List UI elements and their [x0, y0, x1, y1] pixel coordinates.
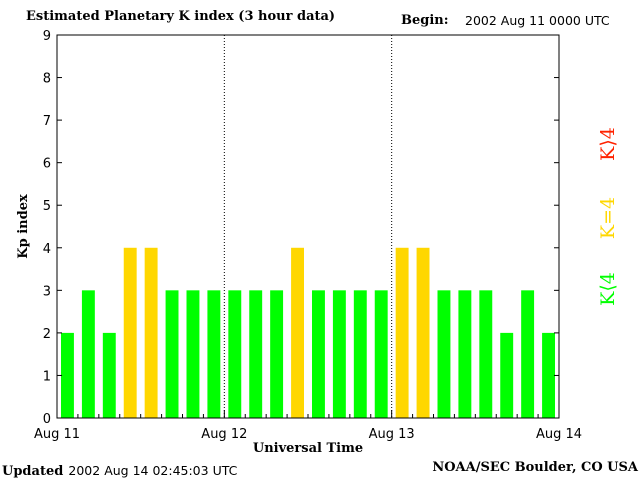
kp-bar: [479, 290, 493, 418]
y-tick-label: 2: [43, 327, 51, 342]
begin-value: 2002 Aug 11 0000 UTC: [465, 13, 610, 28]
legend-entry: K⟨4: [597, 272, 619, 306]
kp-bar: [249, 290, 263, 418]
kp-bar: [500, 332, 514, 418]
kp-bar: [353, 290, 367, 418]
kp-bar: [81, 290, 95, 418]
kp-bar: [144, 247, 158, 418]
y-tick-label: 6: [43, 157, 51, 172]
kp-bar: [61, 332, 74, 418]
y-tick-label: 0: [43, 412, 51, 427]
x-tick-label: Aug 12: [201, 427, 247, 442]
begin-label: Begin:: [401, 13, 449, 28]
kp-bar: [458, 290, 472, 418]
kp-bar: [437, 290, 451, 418]
y-tick-label: 8: [43, 72, 51, 87]
x-tick-label: Aug 11: [34, 427, 80, 442]
kp-bar: [542, 332, 555, 418]
kp-bar: [374, 290, 388, 418]
kp-bar: [123, 247, 137, 418]
kp-bar: [102, 332, 116, 418]
chart-title: Estimated Planetary K index (3 hour data…: [26, 9, 336, 24]
y-axis-title: Kp index: [16, 194, 31, 259]
updated-value: 2002 Aug 14 02:45:03 UTC: [68, 463, 238, 478]
kp-bar: [270, 290, 284, 418]
kp-bar: [165, 290, 179, 418]
y-tick-label: 4: [43, 242, 51, 257]
kp-bar: [395, 247, 409, 418]
y-tick-label: 1: [43, 369, 51, 384]
kp-bar: [416, 247, 430, 418]
y-axis: 0 1 2 3 4 5 6 7 8 9: [43, 29, 559, 427]
legend: K⟨4 K=4 K⟩4: [597, 127, 619, 306]
bar-series: [61, 247, 555, 418]
kp-bar: [312, 290, 325, 418]
credit-text: NOAA/SEC Boulder, CO USA: [432, 460, 638, 475]
day-separators: [223, 35, 393, 418]
x-tick-label: Aug 14: [536, 427, 582, 442]
updated-timestamp: Updated 2002 Aug 14 02:45:03 UTC: [2, 460, 237, 479]
legend-entry: K⟩4: [597, 127, 619, 161]
x-axis-title: Universal Time: [253, 441, 363, 456]
kp-bar: [207, 290, 221, 418]
kp-bar: [332, 290, 346, 418]
updated-label: Updated: [2, 464, 64, 479]
kp-bar: [228, 290, 242, 418]
y-tick-label: 7: [43, 114, 51, 129]
x-axis: Aug 11 Aug 12 Aug 13 Aug 14: [34, 410, 582, 442]
kp-bar: [186, 290, 200, 418]
kp-bar: [291, 247, 304, 418]
kp-bar: [521, 290, 535, 418]
x-tick-label: Aug 13: [369, 427, 415, 442]
y-tick-label: 3: [43, 284, 51, 299]
y-tick-label: 5: [43, 199, 51, 214]
y-tick-label: 9: [43, 29, 51, 44]
legend-entry: K=4: [597, 197, 619, 239]
